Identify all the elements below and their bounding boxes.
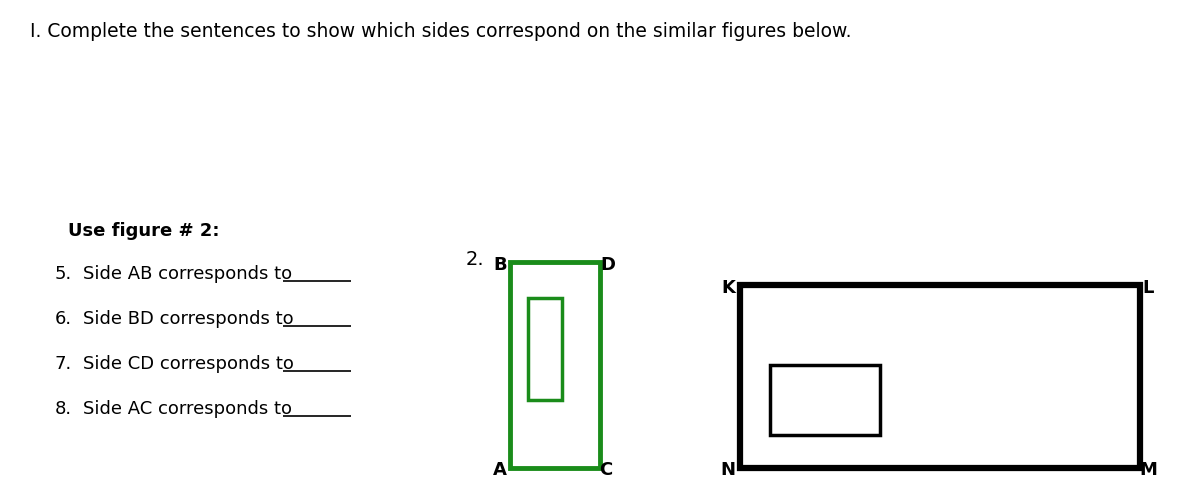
Text: 6.: 6. <box>55 310 72 328</box>
Bar <box>740 285 1140 468</box>
Bar <box>510 262 600 468</box>
Text: L: L <box>1142 279 1153 297</box>
Text: M: M <box>1139 461 1157 479</box>
Text: N: N <box>720 461 736 479</box>
Bar <box>770 365 880 435</box>
Text: A: A <box>493 461 506 479</box>
Text: Side CD corresponds to: Side CD corresponds to <box>83 355 294 373</box>
Text: K: K <box>721 279 734 297</box>
Text: 5.: 5. <box>55 265 72 283</box>
Text: Side BD corresponds to: Side BD corresponds to <box>83 310 294 328</box>
Text: Use figure # 2:: Use figure # 2: <box>68 222 220 240</box>
Text: 2.: 2. <box>466 250 485 269</box>
Text: C: C <box>599 461 613 479</box>
Text: I. Complete the sentences to show which sides correspond on the similar figures : I. Complete the sentences to show which … <box>30 22 852 41</box>
Text: D: D <box>600 256 616 274</box>
Text: Side AC corresponds to: Side AC corresponds to <box>83 400 292 418</box>
Text: Side AB corresponds to: Side AB corresponds to <box>83 265 292 283</box>
Text: 8.: 8. <box>55 400 72 418</box>
Text: 7.: 7. <box>55 355 72 373</box>
Bar <box>528 298 562 400</box>
Text: B: B <box>493 256 506 274</box>
